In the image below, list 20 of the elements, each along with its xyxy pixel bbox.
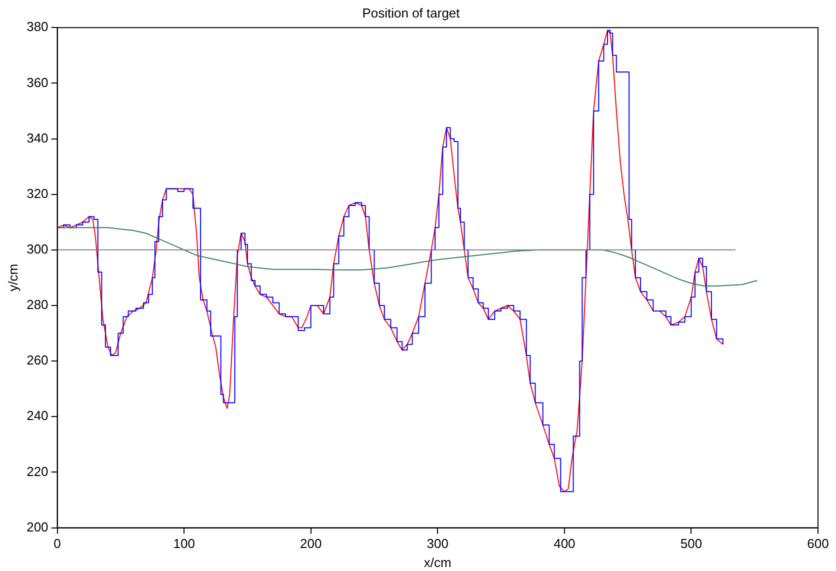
y-tick-label: 340 [26, 130, 48, 146]
x-tick-label: 400 [554, 536, 576, 552]
y-tick-label: 300 [26, 241, 48, 256]
chart-title: Position of target [362, 5, 460, 20]
x-tick-label: 0 [54, 536, 61, 552]
y-tick-label: 280 [26, 297, 48, 312]
y-tick-label: 240 [26, 408, 48, 424]
x-tick-label: 300 [426, 536, 448, 552]
y-axis-title: y/cm [5, 264, 20, 292]
y-tick-label: 220 [26, 464, 48, 479]
x-axis-title: x/cm [424, 554, 452, 570]
y-tick-label: 200 [26, 519, 48, 534]
y-tick-label: 380 [26, 19, 48, 34]
x-tick-label: 600 [807, 536, 829, 552]
y-tick-label: 320 [26, 186, 48, 201]
y-tick-label: 360 [26, 74, 48, 90]
y-tick-label: 260 [26, 352, 48, 368]
x-tick-label: 500 [680, 536, 702, 552]
x-tick-label: 200 [300, 536, 322, 552]
x-tick-label: 100 [173, 536, 195, 552]
